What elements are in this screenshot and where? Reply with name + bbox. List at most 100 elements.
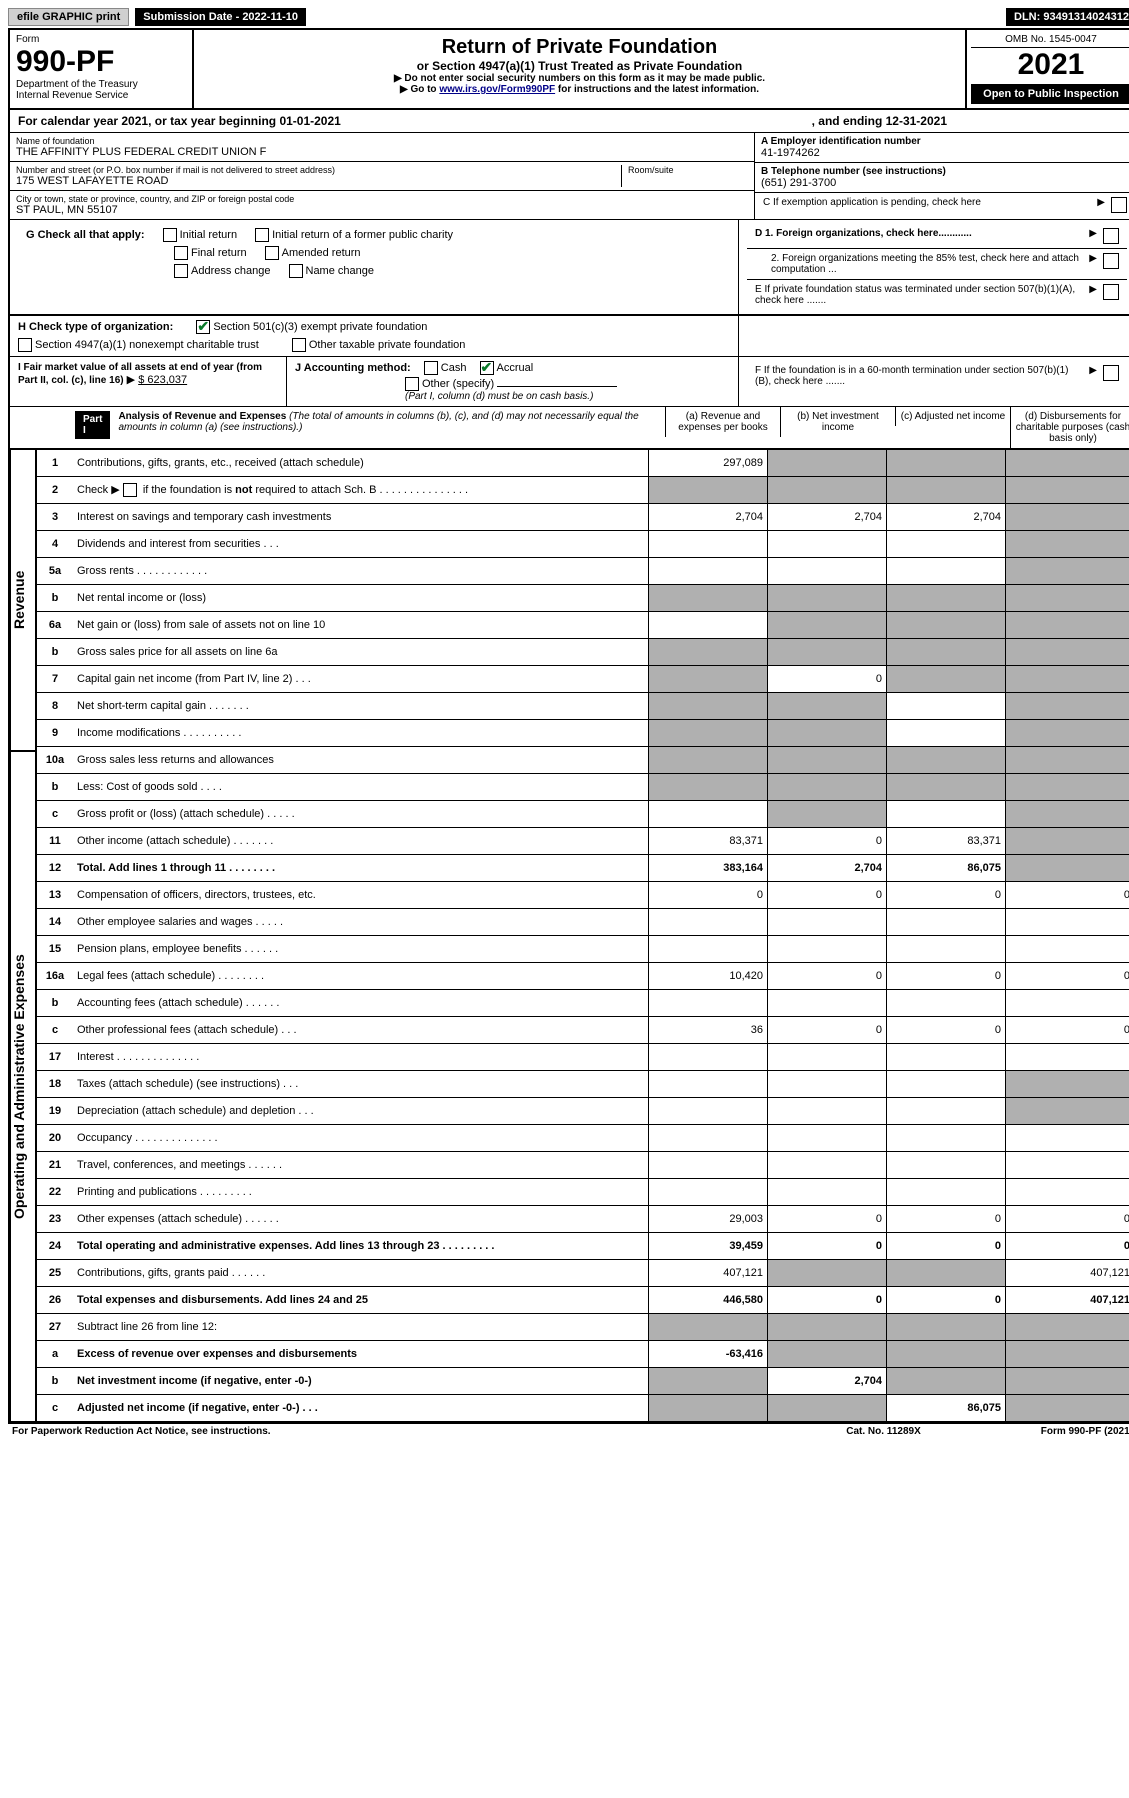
main-table-wrap: Revenue Operating and Administrative Exp…: [10, 449, 1129, 1422]
cb-initial-public[interactable]: [255, 228, 269, 242]
form-number: 990-PF: [16, 45, 186, 79]
d2-row: 2. Foreign organizations meeting the 85%…: [747, 249, 1127, 280]
e-text: E If private foundation status was termi…: [755, 284, 1083, 306]
arrow-icon: ▶: [1089, 228, 1097, 239]
j-cash: Cash: [441, 362, 467, 374]
row-24: 24Total operating and administrative exp…: [37, 1233, 1129, 1260]
city-cell: City or town, state or province, country…: [10, 191, 754, 219]
efile-btn[interactable]: efile GRAPHIC print: [8, 8, 129, 26]
phone-cell: B Telephone number (see instructions) (6…: [755, 163, 1129, 193]
row-1: 1Contributions, gifts, grants, etc., rec…: [37, 450, 1129, 477]
row-16a: 16aLegal fees (attach schedule) . . . . …: [37, 963, 1129, 990]
cb-amended-return[interactable]: [265, 246, 279, 260]
cb-4947[interactable]: [18, 338, 32, 352]
cb-schB[interactable]: [123, 483, 137, 497]
street-address: 175 WEST LAFAYETTE ROAD: [16, 175, 621, 187]
g-row3: Address change Name change: [18, 264, 730, 282]
row-6a: 6aNet gain or (loss) from sale of assets…: [37, 612, 1129, 639]
col-b-head: (b) Net investment income: [780, 407, 895, 437]
h-opt-2: Section 4947(a)(1) nonexempt charitable …: [35, 339, 259, 351]
phone-value: (651) 291-3700: [761, 177, 1129, 189]
entity-right: A Employer identification number 41-1974…: [754, 133, 1129, 219]
note2-post: for instructions and the latest informat…: [555, 84, 759, 95]
g-opt-5: Name change: [306, 265, 375, 277]
form-title: Return of Private Foundation: [200, 36, 959, 59]
row-16b: bAccounting fees (attach schedule) . . .…: [37, 990, 1129, 1017]
form-subtitle: or Section 4947(a)(1) Trust Treated as P…: [200, 59, 959, 73]
f-col: [738, 316, 1129, 356]
irs-link[interactable]: www.irs.gov/Form990PF: [439, 84, 555, 95]
cb-address-change[interactable]: [174, 264, 188, 278]
d1-text: D 1. Foreign organizations, check here..…: [755, 228, 1083, 239]
form-label: Form: [16, 34, 186, 45]
section-h: H Check type of organization: Section 50…: [10, 315, 1129, 357]
cb-cash[interactable]: [424, 361, 438, 375]
row-7: 7Capital gain net income (from Part IV, …: [37, 666, 1129, 693]
header-left: Form 990-PF Department of the Treasury I…: [10, 30, 194, 108]
row-18: 18Taxes (attach schedule) (see instructi…: [37, 1071, 1129, 1098]
c-checkbox[interactable]: [1111, 197, 1127, 213]
d1-checkbox[interactable]: [1103, 228, 1119, 244]
row-17: 17Interest . . . . . . . . . . . . . .: [37, 1044, 1129, 1071]
row-21: 21Travel, conferences, and meetings . . …: [37, 1152, 1129, 1179]
row-10c: cGross profit or (loss) (attach schedule…: [37, 801, 1129, 828]
part1-header-row: Part I Analysis of Revenue and Expenses …: [10, 407, 1129, 449]
ein-value: 41-1974262: [761, 147, 1129, 159]
cb-final-return[interactable]: [174, 246, 188, 260]
row-26: 26Total expenses and disbursements. Add …: [37, 1287, 1129, 1314]
c-exemption: C If exemption application is pending, c…: [755, 193, 1129, 217]
row-20: 20Occupancy . . . . . . . . . . . . . .: [37, 1125, 1129, 1152]
part1-table: 1Contributions, gifts, grants, etc., rec…: [36, 449, 1129, 1422]
arrow-icon: ▶: [1089, 253, 1097, 264]
cb-501c3[interactable]: [196, 320, 210, 334]
row-10b: bLess: Cost of goods sold . . . .: [37, 774, 1129, 801]
cb-other-taxable[interactable]: [292, 338, 306, 352]
col-d-head: (d) Disbursements for charitable purpose…: [1010, 407, 1129, 448]
footer-left: For Paperwork Reduction Act Notice, see …: [12, 1426, 271, 1437]
cb-other[interactable]: [405, 377, 419, 391]
row-27: 27Subtract line 26 from line 12:: [37, 1314, 1129, 1341]
f-text: F If the foundation is in a 60-month ter…: [755, 365, 1083, 387]
dept-treasury: Department of the Treasury: [16, 79, 186, 90]
name-cell: Name of foundation THE AFFINITY PLUS FED…: [10, 133, 754, 162]
row-4: 4Dividends and interest from securities …: [37, 531, 1129, 558]
h-opt-3: Other taxable private foundation: [309, 339, 466, 351]
top-bar: efile GRAPHIC print Submission Date - 20…: [8, 8, 1129, 26]
form-header: Form 990-PF Department of the Treasury I…: [10, 30, 1129, 110]
e-row: E If private foundation status was termi…: [747, 280, 1127, 310]
cb-accrual[interactable]: [480, 361, 494, 375]
e-checkbox[interactable]: [1103, 284, 1119, 300]
dln: DLN: 93491314024312: [1006, 8, 1129, 26]
col-c-head: (c) Adjusted net income: [895, 407, 1010, 426]
f-checkbox[interactable]: [1103, 365, 1119, 381]
cb-name-change[interactable]: [289, 264, 303, 278]
footer-formno: Form 990-PF (2021): [1041, 1426, 1129, 1437]
row-27a: aExcess of revenue over expenses and dis…: [37, 1341, 1129, 1368]
entity-info: Name of foundation THE AFFINITY PLUS FED…: [10, 133, 1129, 220]
row-8: 8Net short-term capital gain . . . . . .…: [37, 693, 1129, 720]
irs-label: Internal Revenue Service: [16, 90, 186, 101]
row-16c: cOther professional fees (attach schedul…: [37, 1017, 1129, 1044]
address-cell: Number and street (or P.O. box number if…: [10, 162, 754, 191]
form-container: Form 990-PF Department of the Treasury I…: [8, 28, 1129, 1424]
i-value: $ 623,037: [138, 374, 187, 386]
part1-title: Analysis of Revenue and Expenses: [118, 411, 286, 422]
g-opt-4: Amended return: [282, 247, 361, 259]
phone-label: B Telephone number (see instructions): [761, 166, 1129, 177]
row-2: 2Check ▶ if the foundation is not requir…: [37, 477, 1129, 504]
row-6b: bGross sales price for all assets on lin…: [37, 639, 1129, 666]
row-27b: bNet investment income (if negative, ent…: [37, 1368, 1129, 1395]
col-a-head: (a) Revenue and expenses per books: [665, 407, 780, 437]
cb-initial-return[interactable]: [163, 228, 177, 242]
addr-label: Number and street (or P.O. box number if…: [16, 165, 621, 175]
d2-checkbox[interactable]: [1103, 253, 1119, 269]
omb-no: OMB No. 1545-0047: [971, 34, 1129, 48]
row-3: 3Interest on savings and temporary cash …: [37, 504, 1129, 531]
g-label: G Check all that apply:: [26, 229, 145, 241]
row-9: 9Income modifications . . . . . . . . . …: [37, 720, 1129, 747]
name-label: Name of foundation: [16, 136, 748, 146]
arrow-icon: ▶: [127, 374, 135, 386]
open-inspection: Open to Public Inspection: [971, 84, 1129, 104]
row-5b: bNet rental income or (loss): [37, 585, 1129, 612]
arrow-icon: ▶: [1089, 365, 1097, 376]
